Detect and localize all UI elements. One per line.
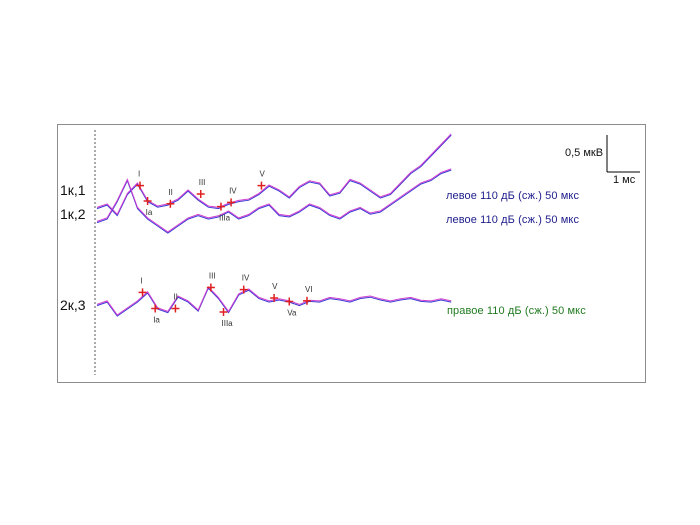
peak-marker-3-IV: IV xyxy=(239,274,250,294)
peak-marker-3-V: V xyxy=(270,282,278,302)
peak-label-3-IIIa: IIIa xyxy=(222,319,234,328)
peak-marker-3-IIIa: IIIa xyxy=(219,308,234,328)
scale-time-label: 1 мс xyxy=(613,174,636,186)
peak-marker-1-IIIa: IIIa xyxy=(216,202,231,223)
peak-label-3-Ia: Ia xyxy=(153,316,160,325)
channel-label-2: 1к,2 xyxy=(60,206,86,222)
peak-marker-1-II: II xyxy=(166,188,175,208)
scale-amplitude-label: 0,5 мкВ xyxy=(565,147,604,159)
peak-marker-3-II: II xyxy=(171,293,180,313)
peak-label-3-Va: Va xyxy=(287,309,297,318)
peak-marker-1-IV: IV xyxy=(227,186,237,207)
trace-channel-1-sweep-2 xyxy=(96,133,452,216)
peak-label-1-IV: IV xyxy=(229,186,237,195)
peak-label-1-III: III xyxy=(199,178,206,187)
peak-marker-1-I: I xyxy=(136,170,145,190)
peak-label-3-VI: VI xyxy=(305,285,313,294)
channel-label-3: 2к,3 xyxy=(60,297,86,313)
peak-label-3-III: III xyxy=(209,272,216,281)
trace-channel-2-sweep-1 xyxy=(96,169,452,234)
trace-channel-2-sweep-2 xyxy=(96,168,452,233)
peak-marker-3-Ia: Ia xyxy=(151,304,160,325)
chart-panel xyxy=(57,124,646,383)
peak-label-1-II: II xyxy=(168,188,172,197)
peak-marker-3-Va: Va xyxy=(285,297,297,318)
peak-label-3-I: I xyxy=(141,276,143,285)
peak-marker-3-III: III xyxy=(206,272,216,292)
peak-label-1-Ia: Ia xyxy=(146,208,153,217)
peak-marker-1-V: V xyxy=(257,170,265,190)
peak-marker-1-III: III xyxy=(196,178,206,198)
peak-label-1-V: V xyxy=(259,170,265,179)
peak-label-3-IV: IV xyxy=(242,274,250,283)
caption-channel-3: правое 110 дБ (сж.) 50 мкс xyxy=(447,305,586,317)
trace-channel-1-sweep-1 xyxy=(96,134,452,217)
trace-channel-3-sweep-1 xyxy=(96,287,452,317)
peak-label-3-II: II xyxy=(173,293,177,302)
channel-label-1: 1к,1 xyxy=(60,182,86,198)
peak-marker-3-I: I xyxy=(138,276,147,297)
caption-channel-1: левое 110 дБ (сж.) 50 мкс xyxy=(446,190,580,202)
peak-label-3-V: V xyxy=(272,282,278,291)
peak-marker-1-Ia: Ia xyxy=(143,197,153,217)
peak-marker-3-VI: VI xyxy=(302,285,313,305)
caption-channel-2: левое 110 дБ (сж.) 50 мкс xyxy=(446,214,580,226)
peak-label-1-IIIa: IIIa xyxy=(219,214,231,223)
peak-label-1-I: I xyxy=(138,170,140,179)
